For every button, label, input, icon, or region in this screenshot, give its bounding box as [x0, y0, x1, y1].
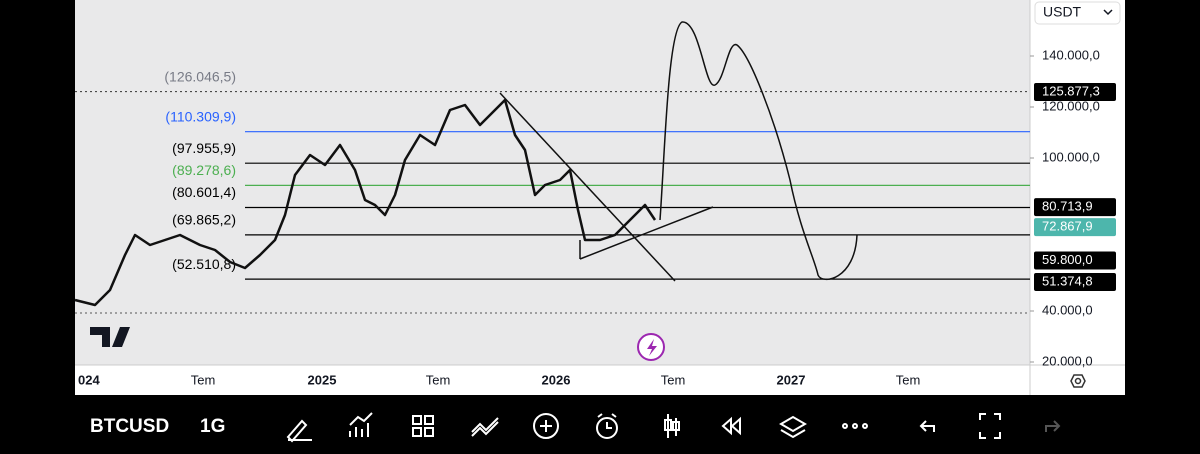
price-tick-label: 120.000,0	[1042, 98, 1100, 113]
level-label: (80.601,4)	[172, 184, 236, 200]
price-tick-label: 40.000,0	[1042, 302, 1093, 317]
toolbar-icons[interactable]	[286, 412, 1061, 443]
price-label-box	[1034, 198, 1116, 217]
level-label: (126.046,5)	[164, 68, 236, 84]
price-label-box	[1034, 251, 1116, 270]
interval[interactable]: 1G	[200, 416, 225, 437]
time-tick-label: 2027	[777, 372, 806, 387]
price-label-box	[1034, 272, 1116, 291]
time-tick-label: Tem	[896, 372, 921, 387]
price-label-box	[1034, 218, 1116, 237]
toolbar	[75, 395, 1125, 454]
level-label: (97.955,9)	[172, 140, 236, 156]
price-label: 80.713,9	[1042, 199, 1093, 214]
level-label: (52.510,8)	[172, 256, 236, 272]
price-label: 51.374,8	[1042, 273, 1093, 288]
symbol[interactable]: BTCUSD	[90, 416, 169, 437]
logo	[90, 327, 130, 347]
price-tick-label: 100.000,0	[1042, 149, 1100, 164]
price-series	[74, 98, 657, 307]
price-tick-label: 20.000,0	[1042, 353, 1093, 368]
time-tick-label: 2025	[308, 372, 337, 387]
price-label: 72.867,9	[1042, 219, 1093, 234]
level-label: (69.865,2)	[172, 212, 236, 228]
drawing	[659, 21, 858, 281]
level-label: (89.278,6)	[172, 162, 236, 178]
time-tick-label: Tem	[191, 372, 216, 387]
trend-line	[579, 206, 714, 260]
currency[interactable]: USDT	[1043, 4, 1082, 20]
time-axis	[75, 365, 1125, 395]
price-label: 59.800,0	[1042, 252, 1093, 267]
time-tick-label: Tem	[661, 372, 686, 387]
currency-select[interactable]: USDT	[1034, 1, 1121, 25]
price-tick-label: 140.000,0	[1042, 47, 1100, 62]
price-label: 125.877,3	[1042, 83, 1100, 98]
time-tick-label: 2026	[542, 372, 571, 387]
time-tick-label: 024	[78, 372, 100, 387]
level-label: (110.309,9)	[165, 108, 236, 124]
price-axis	[1030, 0, 1125, 365]
trend-line	[499, 92, 676, 282]
settings[interactable]	[1070, 374, 1086, 388]
time-tick-label: Tem	[426, 372, 451, 387]
price-label-box	[1034, 83, 1116, 102]
lightning-button[interactable]	[637, 333, 665, 361]
